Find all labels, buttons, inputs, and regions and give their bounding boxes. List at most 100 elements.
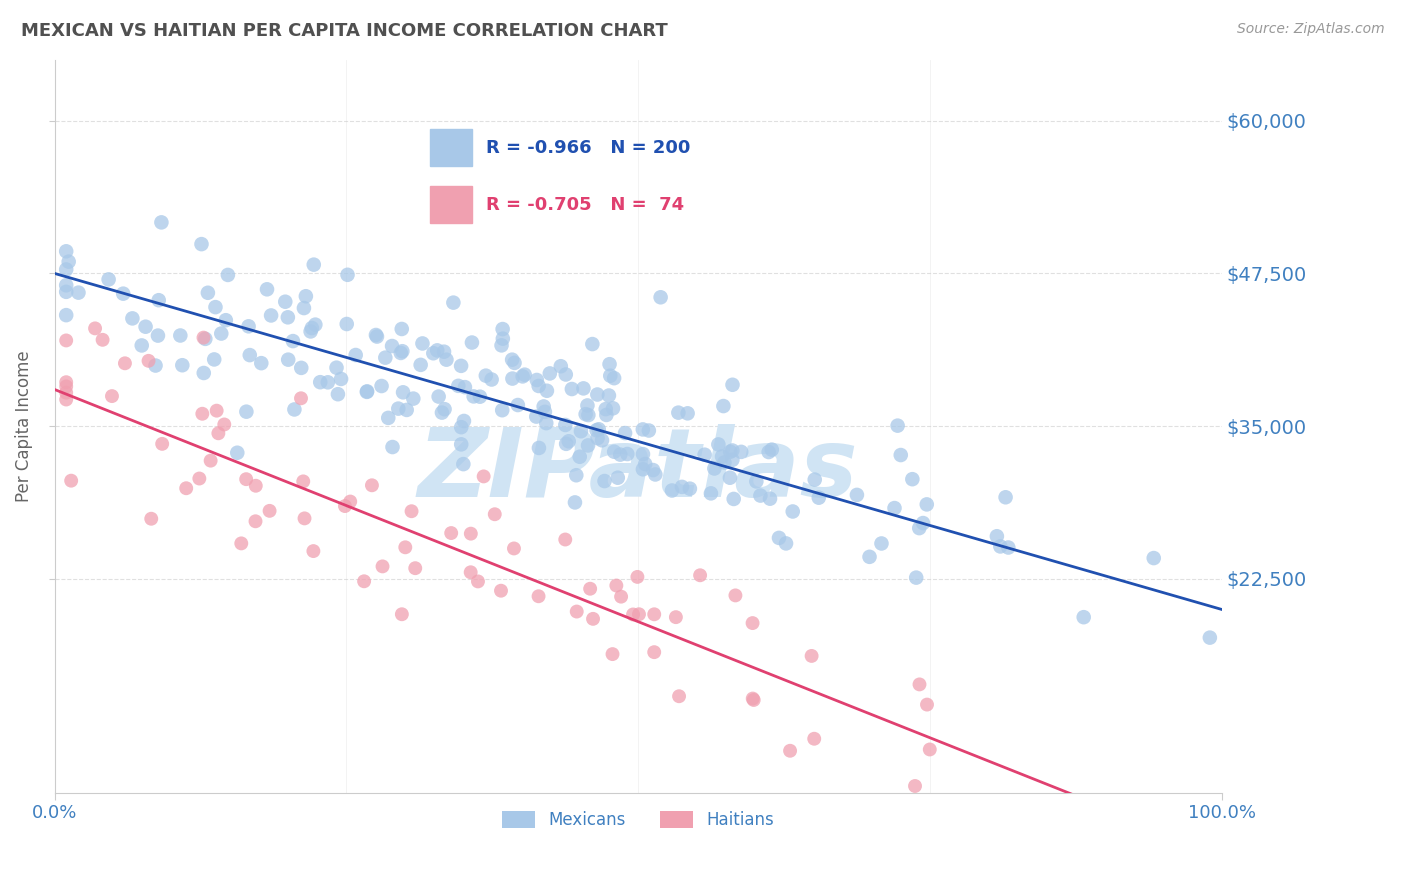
Point xyxy=(259,504,281,518)
Point xyxy=(356,384,378,399)
Point xyxy=(333,499,356,513)
Point xyxy=(721,452,744,467)
Point xyxy=(758,445,780,459)
Point xyxy=(409,358,432,372)
Point xyxy=(679,482,702,496)
Point xyxy=(194,332,217,346)
Point xyxy=(55,334,77,348)
Point xyxy=(309,375,332,389)
Point xyxy=(1143,551,1166,566)
Point xyxy=(426,343,449,358)
Point xyxy=(723,491,745,506)
Point xyxy=(576,408,599,422)
Point xyxy=(450,437,472,451)
Point xyxy=(538,367,561,381)
Point xyxy=(503,541,526,556)
Point xyxy=(226,446,249,460)
Point xyxy=(779,744,801,758)
Point xyxy=(576,438,599,452)
Point xyxy=(138,354,160,368)
Point xyxy=(277,352,299,367)
Point xyxy=(468,390,491,404)
Point xyxy=(326,387,349,401)
Point xyxy=(782,504,804,518)
Point xyxy=(295,289,318,303)
Point xyxy=(595,402,617,417)
Point xyxy=(588,422,610,436)
Point xyxy=(135,319,157,334)
Point xyxy=(536,384,558,398)
Point xyxy=(484,508,506,522)
Point xyxy=(239,348,262,362)
Point xyxy=(377,410,399,425)
Point xyxy=(554,368,576,382)
Point xyxy=(676,406,699,420)
Point xyxy=(800,648,823,663)
Point xyxy=(60,474,83,488)
Point xyxy=(450,420,472,434)
Text: ZIPatlas: ZIPatlas xyxy=(418,424,858,516)
Point xyxy=(433,344,456,359)
Point xyxy=(302,258,325,272)
Point xyxy=(245,479,267,493)
Point xyxy=(803,473,825,487)
Point xyxy=(807,491,830,505)
Point xyxy=(422,346,444,360)
Point xyxy=(610,590,633,604)
Point xyxy=(281,334,304,348)
Point xyxy=(724,588,747,602)
Point xyxy=(721,377,744,392)
Point xyxy=(721,443,744,458)
Point xyxy=(711,450,734,464)
Point xyxy=(561,382,583,396)
Point xyxy=(371,559,394,574)
Point xyxy=(718,444,741,458)
Point xyxy=(366,329,388,343)
Point xyxy=(845,488,868,502)
Point xyxy=(602,647,624,661)
Point xyxy=(775,536,797,550)
Point xyxy=(336,268,359,282)
Point xyxy=(215,313,238,327)
Point xyxy=(146,328,169,343)
Point xyxy=(512,369,534,384)
Point xyxy=(188,471,211,485)
Point xyxy=(883,501,905,516)
Point xyxy=(344,348,367,362)
Point xyxy=(353,574,375,589)
Point xyxy=(730,445,752,459)
Point xyxy=(616,447,638,461)
Point xyxy=(1073,610,1095,624)
Point xyxy=(453,457,475,471)
Point xyxy=(169,328,191,343)
Point xyxy=(436,352,458,367)
Point xyxy=(389,346,412,360)
Point xyxy=(524,409,547,424)
Point xyxy=(430,406,453,420)
Point xyxy=(55,285,77,299)
Point xyxy=(145,359,167,373)
Point xyxy=(301,321,323,335)
Point xyxy=(668,690,690,704)
Point xyxy=(713,455,735,469)
Y-axis label: Per Capita Income: Per Capita Income xyxy=(15,351,32,502)
Point xyxy=(475,368,498,383)
Point xyxy=(527,441,550,455)
Point xyxy=(256,282,278,296)
Point xyxy=(172,358,194,372)
Point xyxy=(55,278,77,293)
Point xyxy=(339,494,361,508)
Point xyxy=(325,360,347,375)
Point xyxy=(447,379,470,393)
Point xyxy=(461,335,484,350)
Point xyxy=(55,244,77,259)
Point xyxy=(666,406,689,420)
Point xyxy=(250,356,273,370)
Point xyxy=(742,693,765,707)
Point xyxy=(238,319,260,334)
Point xyxy=(644,467,666,482)
Point xyxy=(671,480,693,494)
Point xyxy=(433,402,456,417)
Point xyxy=(391,344,413,359)
Point xyxy=(911,516,934,530)
